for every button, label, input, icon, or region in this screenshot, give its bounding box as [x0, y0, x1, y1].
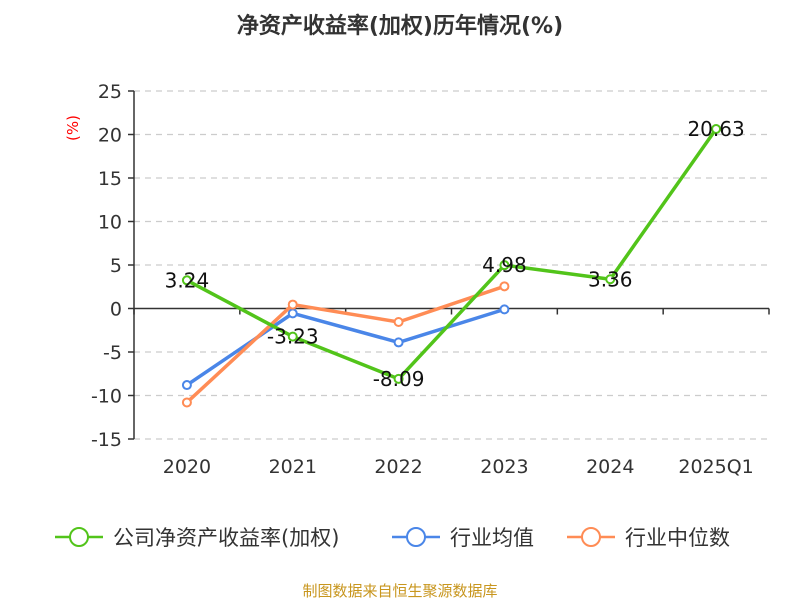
series-line: [185, 284, 505, 404]
y-tick-label: 20: [98, 125, 122, 147]
legend-label: 公司净资产收益率(加权): [113, 526, 339, 550]
data-point: [711, 124, 722, 135]
x-tick-label: 2023: [480, 456, 528, 478]
legend-label: 行业中位数: [625, 526, 730, 550]
x-tick-label: 2025Q1: [678, 456, 753, 478]
y-tick-label: -5: [103, 342, 122, 364]
data-label: -8.09: [373, 367, 425, 391]
x-tick-label: 2020: [163, 456, 211, 478]
y-tick-label: 15: [98, 168, 122, 190]
data-point: [393, 337, 404, 348]
data-point: [499, 260, 510, 271]
data-label: -3.23: [267, 325, 319, 349]
legend-marker: [581, 527, 601, 547]
data-point: [499, 281, 510, 292]
y-tick-label: 0: [110, 299, 122, 321]
series-line: [186, 128, 718, 381]
y-tick-label: 5: [110, 255, 122, 277]
data-point: [181, 397, 192, 408]
source-note: 制图数据来自恒生聚源数据库: [302, 582, 497, 600]
data-label: 3.36: [588, 267, 633, 291]
data-point: [393, 373, 404, 384]
chart-title: 净资产收益率(加权)历年情况(%): [237, 13, 563, 39]
series-line: [185, 307, 505, 387]
data-point: [605, 274, 616, 285]
y-tick-label: -10: [91, 386, 122, 408]
y-tick-label: 10: [98, 212, 122, 234]
data-label: 3.24: [165, 268, 210, 292]
legend-label: 行业均值: [450, 526, 534, 550]
y-tick-label: 25: [98, 81, 122, 103]
data-point: [287, 308, 298, 319]
data-point: [181, 380, 192, 391]
y-tick-label: -15: [91, 429, 122, 451]
x-tick-label: 2022: [374, 456, 422, 478]
x-tick-label: 2021: [269, 456, 317, 478]
data-point: [287, 299, 298, 310]
data-label: 4.98: [482, 253, 527, 277]
data-label: 20.63: [687, 117, 744, 141]
data-point: [499, 304, 510, 315]
y-axis-label: (%): [64, 115, 82, 141]
legend-marker: [406, 527, 426, 547]
data-point: [181, 275, 192, 286]
data-point: [287, 331, 298, 342]
legend-marker: [69, 527, 89, 547]
x-tick-label: 2024: [586, 456, 634, 478]
data-point: [393, 316, 404, 327]
